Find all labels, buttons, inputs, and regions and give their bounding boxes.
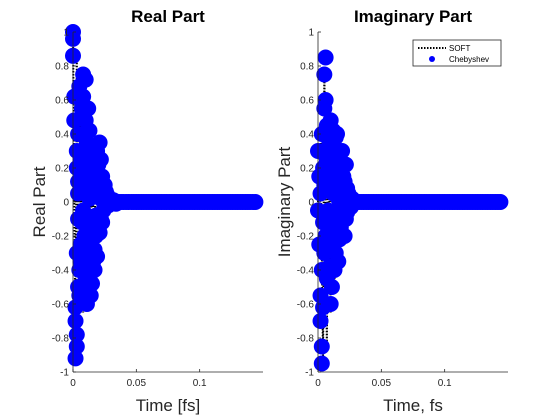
imaginary-y-tick-label: -0.6 <box>297 300 315 311</box>
real-chebyshev-point <box>247 194 264 210</box>
real-y-tick-label: 0.4 <box>55 130 69 141</box>
real-y-tick-label: 0.6 <box>55 96 69 107</box>
real-chebyshev-point <box>94 214 111 231</box>
imaginary-y-tick-label: 0 <box>308 198 314 209</box>
imaginary-chebyshev-point <box>317 49 334 66</box>
imaginary-part-panel: 0 0.05 0.1 -1 -0.8 -0.6 -0.4 -0.2 0 0.2 0.4 0.6 0.8 1… <box>275 7 509 415</box>
legend-chebyshev-marker <box>429 56 435 62</box>
real-x-tick-label: 0 <box>70 378 76 389</box>
real-y-tick-label: -0.4 <box>52 266 70 277</box>
imaginary-chebyshev-point <box>317 92 334 108</box>
real-part-panel: 0 0.05 0.1 -1 -0.8 -0.6 -0.4 -0.2 0 0.2 0.4 0.6 0.8 1… <box>30 7 264 415</box>
imaginary-plot-data <box>310 49 509 372</box>
real-chebyshev-point <box>84 275 100 292</box>
imaginary-chebyshev-point <box>313 338 330 355</box>
imaginary-chebyshev-point <box>322 296 339 312</box>
real-chebyshev-point <box>66 112 83 129</box>
real-chart-title: Real Part <box>131 7 205 26</box>
real-chebyshev-point <box>92 151 109 168</box>
imaginary-y-tick-label: 0.8 <box>300 62 314 73</box>
imaginary-chebyshev-point <box>316 66 333 83</box>
real-chebyshev-point <box>91 134 108 151</box>
imaginary-y-tick-label: -0.8 <box>297 334 315 345</box>
real-y-tick-label: -1 <box>60 368 69 379</box>
imaginary-chebyshev-point <box>312 313 329 329</box>
legend-soft-label: SOFT <box>449 44 470 53</box>
real-chebyshev-point <box>82 287 99 304</box>
legend-chebyshev-label: Chebyshev <box>449 55 489 64</box>
real-y-tick-label: 0 <box>63 198 69 209</box>
real-y-tick-label: 0.8 <box>55 62 69 73</box>
real-y-tick-label: 1 <box>63 28 69 39</box>
imaginary-x-tick-label: 0 <box>315 378 321 389</box>
imaginary-y-tick-label: -0.2 <box>297 232 315 243</box>
imaginary-chebyshev-point <box>336 228 353 244</box>
imaginary-chebyshev-point <box>329 126 345 142</box>
real-chebyshev-point <box>86 262 103 278</box>
real-chebyshev-point <box>67 350 84 367</box>
imaginary-chart-title: Imaginary Part <box>354 7 472 26</box>
real-y-tick-label: -0.6 <box>52 300 70 311</box>
real-y-axis-label: Real Part <box>30 166 49 237</box>
real-axes: 0 0.05 0.1 -1 -0.8 -0.6 -0.4 -0.2 0 0.2 0.4 0.6 0.8 1 <box>52 28 263 389</box>
imaginary-y-tick-label: -0.4 <box>297 266 315 277</box>
real-chebyshev-point <box>68 338 85 355</box>
imaginary-x-tick-label: 0.05 <box>372 378 392 389</box>
imaginary-x-tick-label: 0.1 <box>438 378 452 389</box>
real-x-tick-label: 0.05 <box>127 378 147 389</box>
imaginary-chebyshev-point <box>323 279 340 295</box>
legend: SOFT Chebyshev <box>412 39 502 67</box>
real-chebyshev-point <box>89 248 106 265</box>
imaginary-y-tick-label: 0.2 <box>300 164 314 175</box>
real-y-tick-label: 0.2 <box>55 164 69 175</box>
imaginary-axes: 0 0.05 0.1 -1 -0.8 -0.6 -0.4 -0.2 0 0.2 0.4 0.6 0.8 1 <box>297 28 508 389</box>
real-chebyshev-point <box>67 313 84 329</box>
real-plot-data <box>65 24 264 367</box>
imaginary-chebyshev-point <box>334 143 351 159</box>
imaginary-y-tick-label: 0.6 <box>300 96 314 107</box>
real-y-tick-label: -0.2 <box>52 232 70 243</box>
imaginary-y-axis-label: Imaginary Part <box>275 146 294 257</box>
real-chebyshev-point <box>81 122 98 139</box>
real-x-tick-label: 0.1 <box>193 378 207 389</box>
real-chebyshev-point <box>77 71 94 88</box>
real-chebyshev-point <box>80 100 97 117</box>
imaginary-y-tick-label: 0.4 <box>300 130 314 141</box>
imaginary-chebyshev-point <box>330 253 347 270</box>
imaginary-chebyshev-point <box>337 156 354 173</box>
legend-box <box>412 39 502 67</box>
imaginary-y-tick-label: 1 <box>308 28 314 39</box>
real-x-axis-label: Time [fs] <box>136 396 201 415</box>
imaginary-x-axis-label: Time, fs <box>383 396 443 415</box>
imaginary-y-tick-label: -1 <box>305 368 314 379</box>
real-y-tick-label: -0.8 <box>52 334 70 345</box>
imaginary-chebyshev-point <box>492 194 509 210</box>
imaginary-chebyshev-point <box>313 355 330 372</box>
